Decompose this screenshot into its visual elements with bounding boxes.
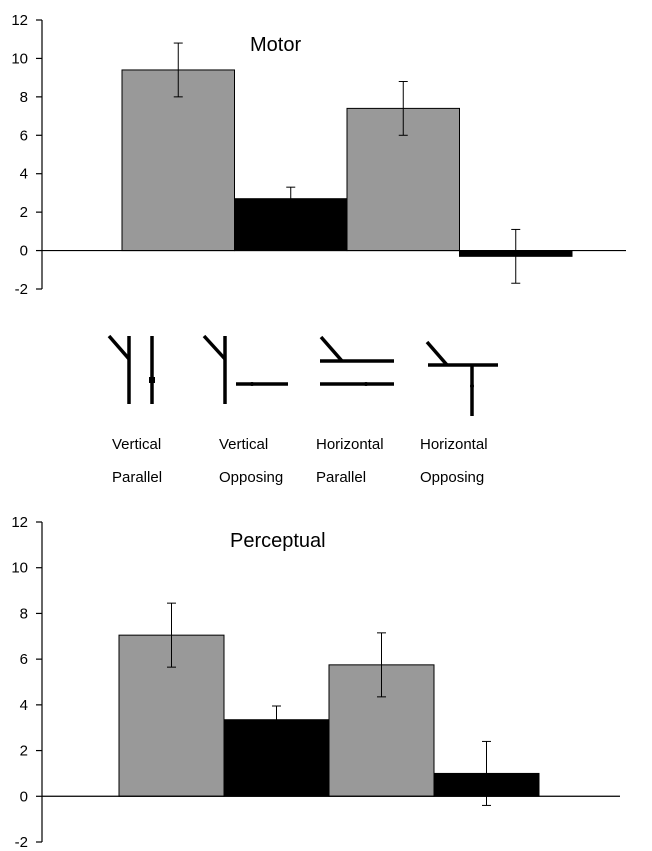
perceptual-y-tick-label: 6	[20, 651, 28, 668]
motor-y-tick-label: 10	[11, 50, 28, 67]
vertical-parallel-icon	[107, 334, 155, 404]
condition-labels: Vertical Parallel Vertical Opposing Hori…	[112, 436, 488, 486]
motor-error-bar	[286, 186, 296, 211]
condition-label-line2: Parallel	[112, 469, 162, 486]
motor-y-tick-label: 2	[20, 204, 28, 221]
perceptual-error-bar	[272, 705, 281, 734]
perceptual-error-bar	[482, 740, 491, 806]
motor-y-tick-label: 6	[20, 127, 28, 144]
condition-label-line2: Parallel	[316, 469, 366, 486]
motor-y-tick-label: 8	[20, 89, 28, 106]
vertical-opposing-icon	[202, 334, 288, 404]
perceptual-y-tick-label: 10	[11, 560, 28, 577]
motor-error-bar	[173, 42, 183, 98]
condition-label-line1: Horizontal	[420, 436, 488, 453]
perceptual-y-tick-label: 12	[11, 514, 28, 531]
perceptual-error-bar	[167, 602, 176, 668]
perceptual-y-tick-label: 0	[20, 788, 28, 805]
motor-error-bar	[511, 228, 521, 284]
motor-y-tick-label: -2	[15, 281, 28, 298]
horizontal-opposing-icon	[425, 340, 498, 416]
motor-y-tick-label: 0	[20, 243, 28, 260]
perceptual-y-tick-label: 4	[20, 697, 28, 714]
condition-label-line2: Opposing	[420, 469, 484, 486]
motor-y-tick-label: 4	[20, 166, 28, 183]
motor-chart: Motor -2 0 2 4 6 8 10 12	[11, 12, 626, 298]
perceptual-chart: Perceptual -2 0 2 4 6 8 10 12	[11, 514, 620, 851]
motor-y-tick-label: 12	[11, 12, 28, 29]
perceptual-y-tick-label: -2	[15, 834, 28, 851]
condition-icons	[107, 334, 498, 416]
condition-label-line1: Horizontal	[316, 436, 384, 453]
condition-label-line2: Opposing	[219, 469, 283, 486]
horizontal-parallel-icon	[319, 335, 394, 386]
perceptual-chart-title: Perceptual	[230, 530, 326, 552]
perceptual-y-tick-label: 2	[20, 743, 28, 760]
condition-label-line1: Vertical	[219, 436, 268, 453]
motor-chart-title: Motor	[250, 34, 301, 56]
motor-bar	[121, 69, 235, 252]
motor-error-bar	[398, 80, 408, 136]
condition-label-line1: Vertical	[112, 436, 161, 453]
perceptual-y-tick-label: 8	[20, 605, 28, 622]
perceptual-error-bar	[377, 632, 386, 698]
